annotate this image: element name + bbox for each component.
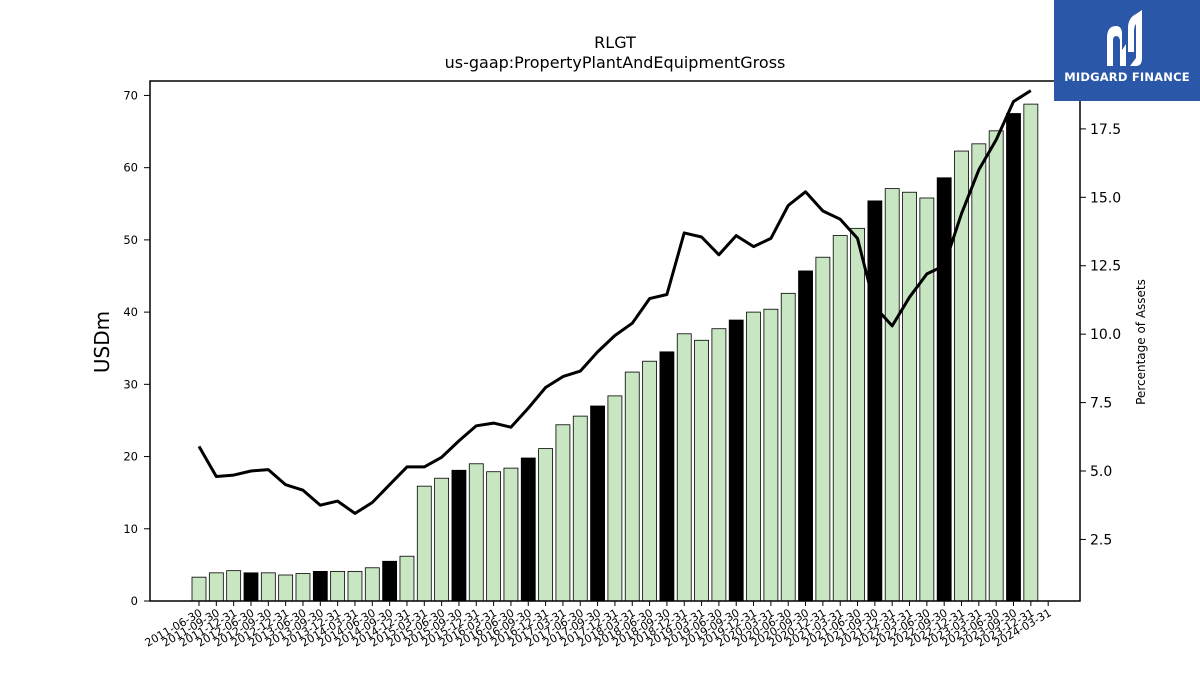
bar-2016-09-30	[520, 457, 536, 602]
y-tick-label: 0	[131, 594, 138, 608]
bar-2019-12-31	[746, 311, 761, 602]
bar-2021-03-31	[832, 235, 848, 602]
y-axis-right: 2.5 5.0 7.5 10.0 12.5 15.0 17.5	[1080, 122, 1121, 548]
y2-tick-label: 17.5	[1090, 122, 1121, 138]
bar-2018-09-30	[659, 351, 675, 602]
bar-2016-03-31	[486, 471, 502, 602]
bar-2020-09-30	[798, 270, 813, 602]
bar-2018-06-30	[642, 360, 657, 602]
y-tick-label: 20	[123, 450, 138, 464]
y2-tick-label: 12.5	[1090, 259, 1121, 275]
bar-2020-06-30	[780, 292, 796, 602]
bar-2015-03-31	[416, 485, 432, 602]
bar-2013-06-30	[295, 573, 311, 602]
y2-tick-label: 7.5	[1090, 396, 1112, 412]
x-axis: 2011-06-302011-09-302011-12-312012-06-30…	[143, 601, 1054, 650]
bar-2017-09-30	[590, 405, 605, 602]
bar-2017-12-31	[607, 395, 623, 602]
bar-2018-03-31	[624, 371, 640, 602]
bar-2020-12-31	[815, 256, 831, 602]
bar-2014-09-30	[382, 560, 398, 602]
bar-2018-12-31	[676, 333, 692, 602]
y-axis-label: USDm	[90, 311, 114, 373]
bar-2019-09-30	[728, 319, 744, 602]
y2-axis-label: Percentage of Assets	[1134, 279, 1148, 405]
y2-tick-label: 2.5	[1090, 532, 1112, 548]
bar-2014-12-31	[399, 555, 415, 602]
bar-2023-03-31	[971, 143, 987, 602]
midgard-finance-logo: MIDGARD FINANCE	[1054, 0, 1200, 101]
bar-2011-12-31	[226, 570, 242, 602]
midgard-logo-icon	[1107, 10, 1142, 66]
percentage-line	[197, 89, 1032, 515]
bar-2023-12-31	[1023, 103, 1039, 602]
bar-2012-12-31	[278, 574, 294, 602]
y-tick-label: 50	[123, 233, 138, 247]
bar-2014-06-30	[364, 567, 380, 602]
bar-2022-12-31	[954, 150, 969, 602]
bar-2012-09-30	[260, 572, 276, 602]
bar-2016-12-31	[538, 448, 553, 602]
bar-2022-03-31	[902, 191, 917, 602]
bar-2019-06-30	[711, 328, 727, 602]
bar-2020-03-31	[763, 308, 779, 602]
bar-2023-09-30	[1006, 113, 1021, 602]
bar-2011-06-30	[191, 576, 207, 602]
bar-2013-12-31	[330, 570, 346, 602]
bar-2015-12-31	[468, 463, 484, 602]
y-axis-left: 0 10 20 30 40 50 60 70	[123, 88, 150, 608]
y-tick-label: 40	[123, 305, 138, 319]
y-tick-label: 10	[123, 522, 138, 536]
bar-series	[191, 103, 1039, 602]
bar-2012-06-30	[243, 572, 259, 602]
bar-2016-06-30	[503, 467, 519, 602]
bar-2014-03-31	[347, 570, 363, 602]
chart-subtitle: us-gaap:PropertyPlantAndEquipmentGross	[445, 53, 786, 72]
bar-2022-06-30	[919, 197, 935, 602]
bar-2021-09-30	[867, 200, 883, 602]
y-tick-label: 30	[123, 377, 138, 391]
bar-2015-09-30	[451, 469, 467, 602]
bar-2013-09-30	[312, 570, 328, 602]
bar-2023-06-30	[988, 130, 1004, 602]
bar-2015-06-30	[434, 477, 450, 602]
y2-tick-label: 10.0	[1090, 327, 1121, 343]
bar-2021-12-31	[884, 188, 900, 602]
bar-2017-06-30	[572, 415, 588, 602]
y2-tick-label: 15.0	[1090, 190, 1121, 206]
bar-2017-03-31	[555, 424, 571, 602]
y2-tick-label: 5.0	[1090, 464, 1112, 480]
y-tick-label: 60	[123, 161, 138, 175]
bar-2011-09-30	[208, 572, 224, 602]
y-tick-label: 70	[123, 88, 138, 102]
logo-text: MIDGARD FINANCE	[1064, 70, 1190, 84]
chart-title: RLGT	[594, 33, 636, 52]
bar-2022-09-30	[936, 177, 952, 602]
bar-2021-06-30	[850, 227, 865, 602]
bar-2019-03-31	[694, 339, 709, 602]
